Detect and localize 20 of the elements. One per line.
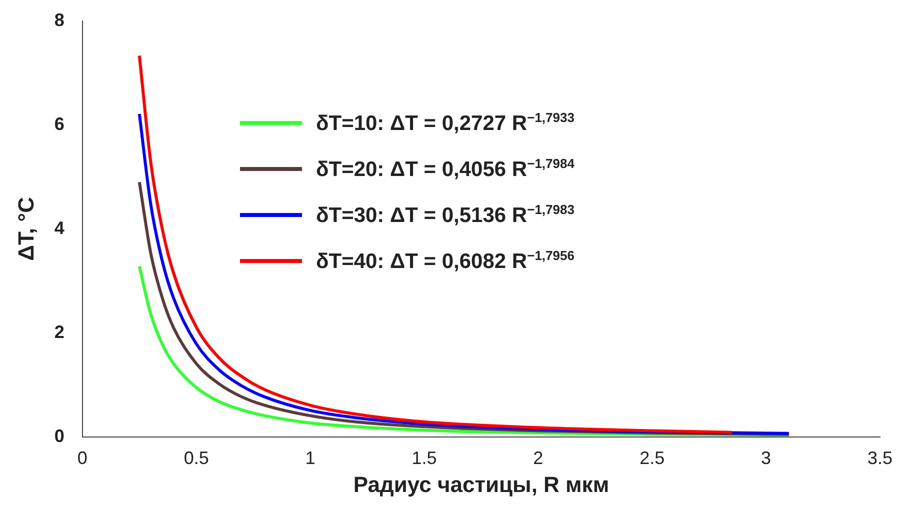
x-axis-title: Радиус частицы, R мкм xyxy=(353,472,610,497)
x-tick-label: 0 xyxy=(77,448,88,468)
x-tick-label: 2 xyxy=(533,448,544,468)
legend-label: δT=20: ΔT = 0,4056 R$^{−1,7984}$ xyxy=(316,156,574,182)
y-tick-label: 8 xyxy=(54,10,64,30)
y-axis-title: ΔT, °C xyxy=(13,196,38,261)
y-tick-label: 6 xyxy=(54,114,64,134)
x-tick-label: 1 xyxy=(305,448,316,468)
legend-label: δT=40: ΔT = 0,6082 R$^{−1,7956}$ xyxy=(316,248,574,274)
x-tick-label: 3 xyxy=(761,448,772,468)
x-tick-label: 1.5 xyxy=(412,448,437,468)
x-tick-label: 3.5 xyxy=(867,448,893,468)
x-tick-label: 0.5 xyxy=(184,448,209,468)
x-tick-label: 2.5 xyxy=(640,448,665,468)
legend-label: δT=30: ΔT = 0,5136 R$^{−1,7983}$ xyxy=(316,202,574,228)
y-tick-label: 0 xyxy=(54,426,64,446)
line-series xyxy=(138,54,734,434)
y-tick-label: 2 xyxy=(54,322,64,342)
legend-label: δT=10: ΔT = 0,2727 R$^{−1,7933}$ xyxy=(316,110,574,136)
y-tick-label: 4 xyxy=(54,218,64,238)
